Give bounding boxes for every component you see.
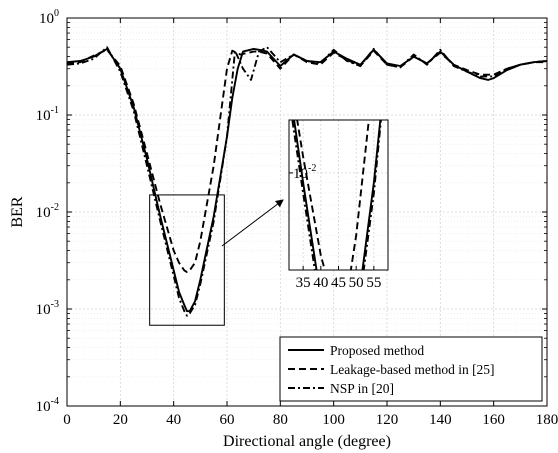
inset-x-tick-label: 40 [313,275,328,291]
x-tick-label: 180 [536,412,558,428]
x-tick-label: 40 [166,412,181,428]
y-tick-label: 100 [39,8,59,27]
x-axis-label: Directional angle (degree) [223,433,391,450]
legend: Proposed method Leakage-based method in [… [279,336,543,402]
inset-series-line-1 [293,120,382,270]
y-axis-label: BER [9,196,26,227]
inset-series-layer [291,120,382,270]
series-line-2 [66,48,547,274]
inset-x-tick-label: 35 [296,275,311,291]
zoom-box [149,194,225,326]
y-axis-ticks: 10-4 10-3 10-2 10-1 100 [36,8,547,415]
legend-label-1: Proposed method [330,343,424,358]
y-tick-label: 10-4 [36,396,59,415]
y-tick-label: 10-2 [36,202,59,221]
zoom-indicator [149,194,284,326]
zoom-arrow [221,199,284,247]
inset-plot: 35 40 45 50 55 10-2 [288,119,389,291]
inset-x-tick-label: 50 [349,275,364,291]
x-tick-label: 140 [429,412,452,428]
x-axis-ticks: 0 20 40 60 80 100 120 140 160 180 [63,18,558,428]
x-tick-label: 120 [376,412,399,428]
inset-y-tick-label: 10-2 [293,163,316,182]
legend-label-2: Leakage-based method in [25] [330,362,495,377]
x-tick-label: 160 [482,412,505,428]
inset-x-tick-label: 55 [366,275,381,291]
x-tick-label: 100 [322,412,345,428]
legend-label-3: NSP in [20] [330,381,394,396]
y-tick-label: 10-1 [36,105,59,124]
series-line-3 [66,46,548,317]
inset-x-tick-label: 45 [331,275,346,291]
y-tick-label: 10-3 [36,299,59,318]
x-tick-label: 80 [273,412,288,428]
x-tick-label: 0 [63,412,71,428]
series-layer [66,46,548,317]
x-tick-label: 60 [220,412,235,428]
x-tick-label: 20 [113,412,128,428]
